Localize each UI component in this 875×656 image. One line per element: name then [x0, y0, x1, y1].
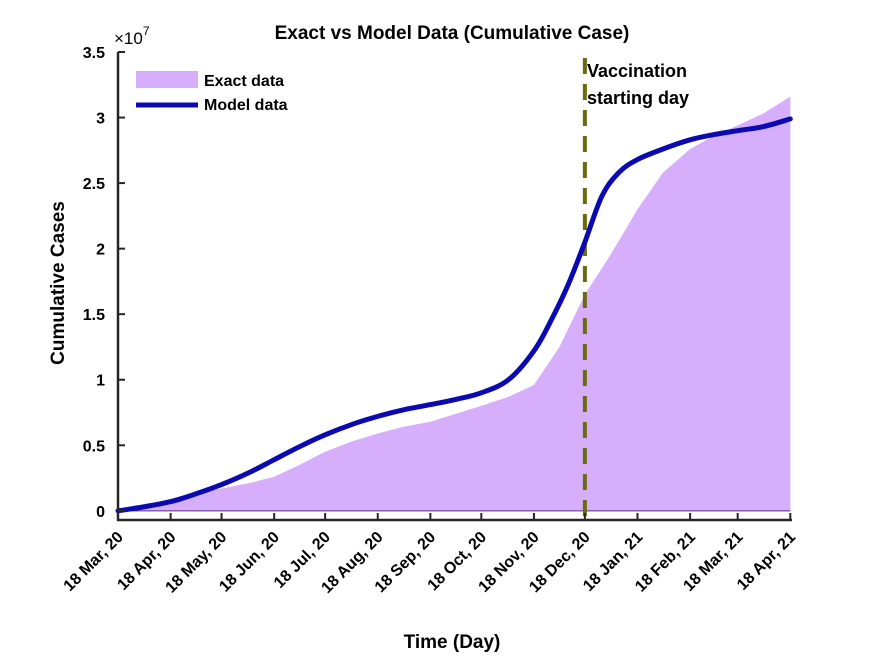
y-tick-label: 0.5	[83, 438, 105, 455]
y-tick-label: 0	[96, 504, 105, 521]
y-exponent: ×107	[114, 24, 150, 48]
y-tick-label: 2.5	[83, 176, 105, 193]
vaccination-label-line2: starting day	[587, 88, 689, 108]
y-exponent-power: 7	[143, 24, 150, 38]
y-tick-label: 1	[96, 373, 105, 390]
y-axis-label: Cumulative Cases	[48, 201, 69, 365]
legend-label-model: Model data	[204, 97, 288, 114]
y-tick-label: 3	[96, 111, 105, 128]
legend: Exact data Model data	[136, 71, 288, 114]
vaccination-label-line1: Vaccination	[587, 61, 687, 81]
y-tick-label: 3.5	[83, 45, 105, 62]
x-axis-label: Time (Day)	[404, 632, 501, 653]
legend-swatch-exact	[136, 71, 198, 88]
legend-label-exact: Exact data	[204, 73, 284, 90]
chart-title: Exact vs Model Data (Cumulative Case)	[275, 23, 630, 44]
plot-area	[115, 58, 793, 520]
y-exponent-base: ×10	[114, 29, 143, 48]
axes	[116, 52, 792, 522]
model-data-line	[115, 116, 793, 514]
exact-data-area	[118, 96, 791, 511]
y-tick-label: 2	[96, 242, 105, 259]
y-tick-label: 1.5	[83, 307, 105, 324]
